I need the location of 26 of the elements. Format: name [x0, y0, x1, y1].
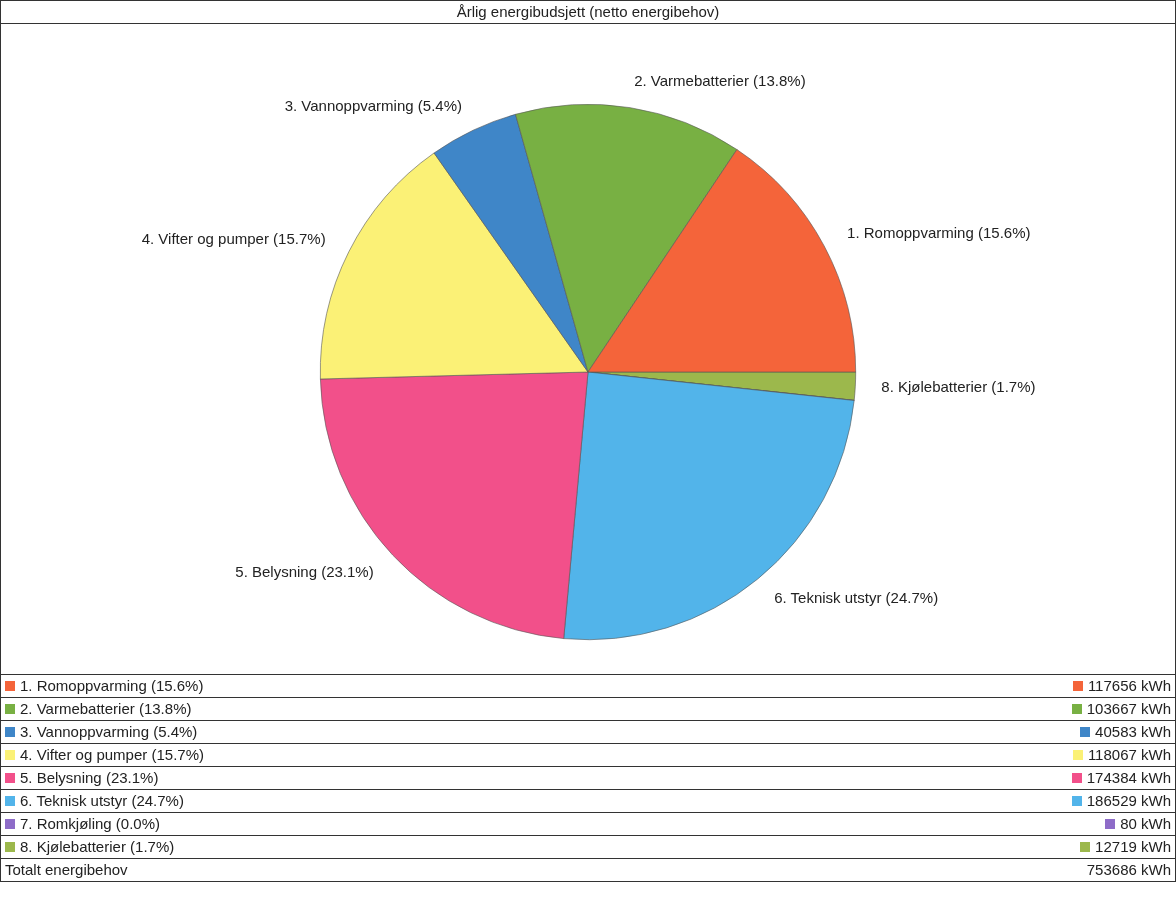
data-label: 174384 kWh [1086, 768, 1171, 788]
slice-label: 6. Teknisk utstyr (24.7%) [774, 589, 939, 607]
legend-label: 8. Kjølebatterier (1.7%) [20, 837, 175, 857]
slice-label: 2. Varmebatterier (13.8%) [634, 72, 806, 90]
data-label: 40583 kWh [1095, 722, 1171, 742]
legend-label: 6. Teknisk utstyr (24.7%) [20, 791, 184, 811]
legend-label: 7. Romkjøling (0.0%) [20, 814, 161, 834]
data-label: 12719 kWh [1095, 837, 1171, 857]
legend-label: 4. Vifter og pumper (15.7%) [20, 745, 204, 765]
data-label: 80 kWh [1120, 814, 1171, 834]
data-label: 117656 kWh [1087, 676, 1171, 696]
data-label: 186529 kWh [1086, 791, 1171, 811]
legend-label: 1. Romoppvarming (15.6%) [20, 676, 204, 696]
slice-label: 3. Vannoppvarming (5.4%) [284, 96, 462, 114]
legend-label: 2. Varmebatterier (13.8%) [20, 699, 192, 719]
slice-label: 4. Vifter og pumper (15.7%) [141, 230, 326, 248]
legend-label: 5. Belysning (23.1%) [20, 768, 159, 788]
text: Totalt energibehov [5, 860, 128, 880]
slice-label: 1. Romoppvarming (15.6%) [847, 223, 1031, 241]
chart-title: Årlig energibudsjett (netto energibehov) [1, 1, 1175, 24]
text: 753686 kWh [1086, 860, 1171, 880]
legend-label: 3. Vannoppvarming (5.4%) [20, 722, 198, 742]
data-label: 103667 kWh [1086, 699, 1171, 719]
slice-label: 8. Kjølebatterier (1.7%) [881, 377, 1036, 395]
data-label: 118067 kWh [1087, 745, 1171, 765]
slice-label: 5. Belysning (23.1%) [235, 562, 374, 580]
